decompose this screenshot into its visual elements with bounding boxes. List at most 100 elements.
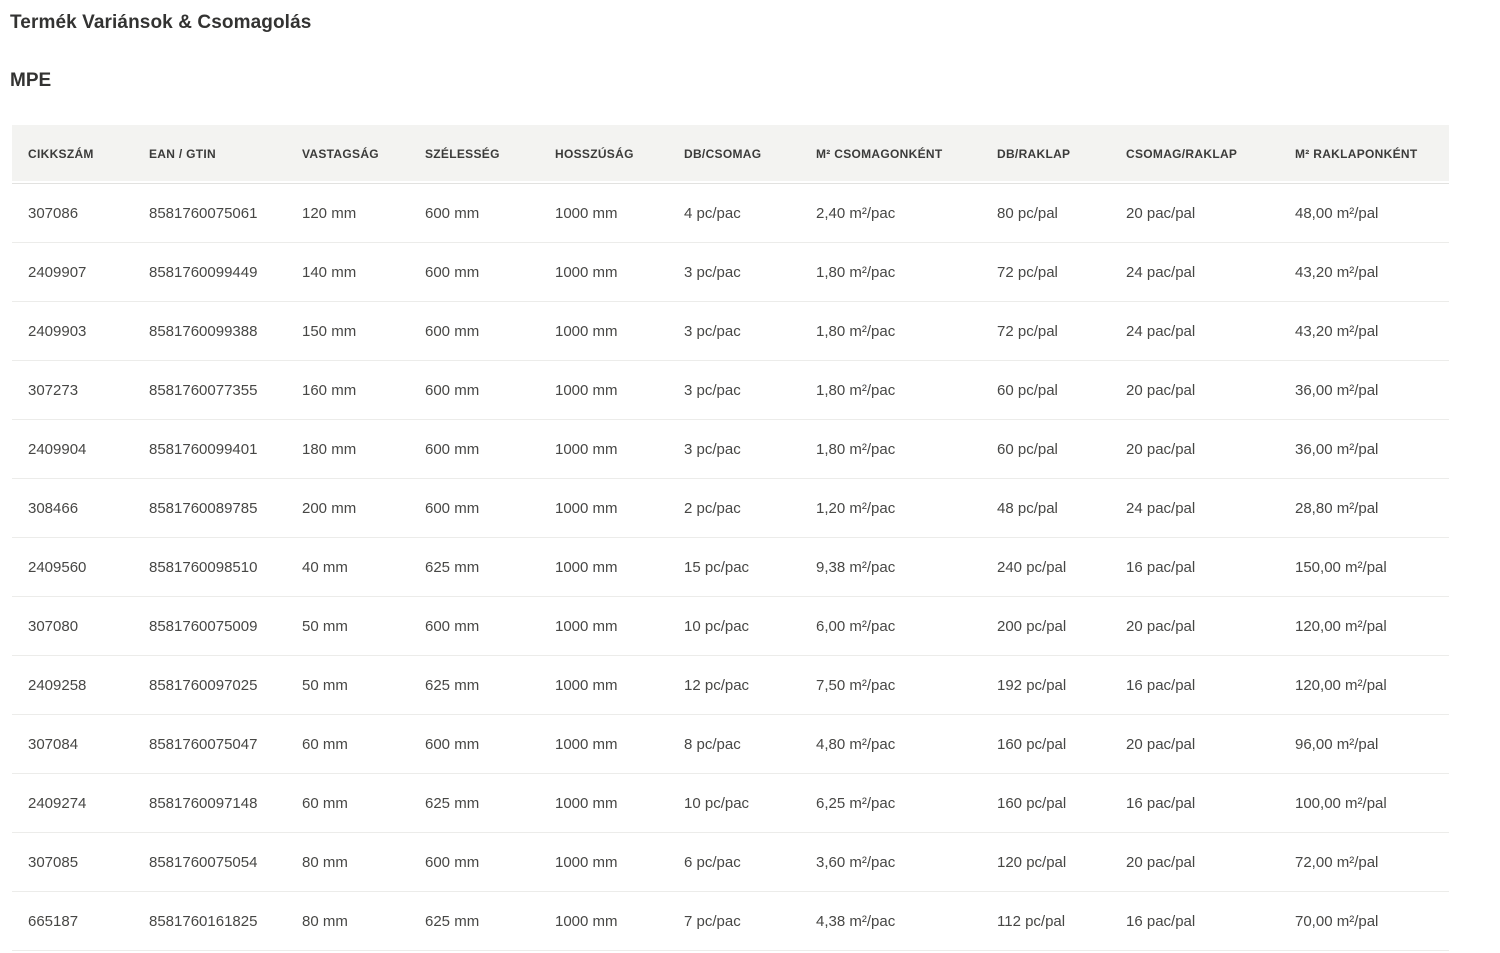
cell-db-csomag: 3 pc/pac (684, 381, 741, 399)
table-row: 307085 8581760075054 80 mm 600 mm 1000 mm 6 p… (12, 832, 1449, 892)
cell-csomag-raklap: 20 pac/pal (1126, 853, 1196, 871)
cell-ean-gtin: 8581760089785 (149, 499, 258, 517)
cell-m2-raklaponkent: 150,00 m²/pal (1295, 558, 1387, 576)
cell-db-csomag: 12 pc/pac (684, 676, 750, 694)
cell-m2-raklaponkent: 28,80 m²/pal (1295, 499, 1379, 517)
cell-ean-gtin: 8581760097025 (149, 676, 258, 694)
cell-db-csomag: 8 pc/pac (684, 735, 741, 753)
cell-szelesseg: 600 mm (425, 263, 480, 281)
cell-db-raklap: 48 pc/pal (997, 499, 1058, 517)
cell-db-raklap: 60 pc/pal (997, 440, 1058, 458)
table-row: 308466 8581760089785 200 mm 600 mm 1000 mm 2 … (12, 478, 1449, 538)
cell-db-raklap: 112 pc/pal (997, 912, 1066, 930)
table-row: 2409274 8581760097148 60 mm 625 mm 1000 mm 10… (12, 773, 1449, 833)
cell-cikkszam: 307084 (28, 735, 79, 753)
cell-szelesseg: 600 mm (425, 204, 480, 222)
cell-vastagsag: 180 mm (302, 440, 357, 458)
cell-cikkszam: 307086 (28, 204, 79, 222)
cell-db-raklap: 160 pc/pal (997, 794, 1067, 812)
cell-ean-gtin: 8581760161825 (149, 912, 258, 930)
cell-db-raklap: 240 pc/pal (997, 558, 1067, 576)
cell-szelesseg: 625 mm (425, 676, 480, 694)
col-header-ean-gtin: EAN / GTIN (133, 125, 286, 184)
cell-db-csomag: 3 pc/pac (684, 440, 741, 458)
cell-m2-csomagonkent: 1,20 m²/pac (816, 499, 896, 517)
cell-db-csomag: 2 pc/pac (684, 499, 741, 517)
table-row: 307273 8581760077355 160 mm 600 mm 1000 mm 3 … (12, 360, 1449, 420)
cell-csomag-raklap: 16 pac/pal (1126, 912, 1196, 930)
cell-vastagsag: 80 mm (302, 912, 348, 930)
cell-db-raklap: 80 pc/pal (997, 204, 1058, 222)
cell-csomag-raklap: 16 pac/pal (1126, 676, 1196, 694)
col-header-cikkszam: CIKKSZÁM (12, 125, 133, 184)
cell-db-raklap: 72 pc/pal (997, 263, 1058, 281)
cell-m2-csomagonkent: 1,80 m²/pac (816, 322, 896, 340)
cell-csomag-raklap: 24 pac/pal (1126, 263, 1196, 281)
cell-csomag-raklap: 20 pac/pal (1126, 617, 1196, 635)
cell-m2-raklaponkent: 72,00 m²/pal (1295, 853, 1379, 871)
cell-vastagsag: 60 mm (302, 794, 348, 812)
cell-szelesseg: 600 mm (425, 617, 480, 635)
cell-ean-gtin: 8581760097148 (149, 794, 258, 812)
table-row: 2409904 8581760099401 180 mm 600 mm 1000 mm 3… (12, 419, 1449, 479)
cell-hosszusag: 1000 mm (555, 499, 618, 517)
cell-db-csomag: 15 pc/pac (684, 558, 750, 576)
cell-hosszusag: 1000 mm (555, 735, 618, 753)
cell-ean-gtin: 8581760075009 (149, 617, 258, 635)
table-body: 307086 8581760075061 120 mm 600 mm 1000 mm 4 … (12, 183, 1449, 951)
cell-m2-raklaponkent: 36,00 m²/pal (1295, 381, 1379, 399)
cell-db-raklap: 160 pc/pal (997, 735, 1067, 753)
cell-hosszusag: 1000 mm (555, 440, 618, 458)
cell-hosszusag: 1000 mm (555, 558, 618, 576)
cell-ean-gtin: 8581760099388 (149, 322, 258, 340)
cell-csomag-raklap: 20 pac/pal (1126, 440, 1196, 458)
cell-szelesseg: 625 mm (425, 912, 480, 930)
variants-table: CIKKSZÁM EAN / GTIN VASTAGSÁG SZÉLESSÉG … (12, 125, 1449, 951)
col-header-hosszusag: HOSSZÚSÁG (539, 125, 668, 184)
cell-szelesseg: 600 mm (425, 853, 480, 871)
table-row: 307080 8581760075009 50 mm 600 mm 1000 mm 10 … (12, 596, 1449, 656)
cell-m2-raklaponkent: 36,00 m²/pal (1295, 440, 1379, 458)
cell-szelesseg: 600 mm (425, 735, 480, 753)
section-title-mpe: MPE (10, 70, 52, 91)
table-row: 2409903 8581760099388 150 mm 600 mm 1000 mm 3… (12, 301, 1449, 361)
cell-csomag-raklap: 16 pac/pal (1126, 794, 1196, 812)
cell-cikkszam: 2409907 (28, 263, 87, 281)
cell-szelesseg: 600 mm (425, 499, 480, 517)
table-row: 307086 8581760075061 120 mm 600 mm 1000 mm 4 … (12, 183, 1449, 243)
cell-db-raklap: 72 pc/pal (997, 322, 1058, 340)
cell-hosszusag: 1000 mm (555, 322, 618, 340)
cell-cikkszam: 308466 (28, 499, 79, 517)
cell-m2-raklaponkent: 48,00 m²/pal (1295, 204, 1379, 222)
table-row: 665187 8581760161825 80 mm 625 mm 1000 mm 7 p… (12, 891, 1449, 951)
cell-m2-csomagonkent: 1,80 m²/pac (816, 381, 896, 399)
cell-vastagsag: 150 mm (302, 322, 357, 340)
cell-m2-csomagonkent: 1,80 m²/pac (816, 440, 896, 458)
cell-db-csomag: 3 pc/pac (684, 322, 741, 340)
cell-m2-csomagonkent: 3,60 m²/pac (816, 853, 896, 871)
cell-m2-csomagonkent: 2,40 m²/pac (816, 204, 896, 222)
table-row: 307084 8581760075047 60 mm 600 mm 1000 mm 8 p… (12, 714, 1449, 774)
cell-cikkszam: 665187 (28, 912, 79, 930)
cell-ean-gtin: 8581760075054 (149, 853, 258, 871)
cell-cikkszam: 2409274 (28, 794, 87, 812)
cell-db-raklap: 120 pc/pal (997, 853, 1067, 871)
cell-m2-csomagonkent: 6,00 m²/pac (816, 617, 896, 635)
cell-szelesseg: 600 mm (425, 322, 480, 340)
table-header-row: CIKKSZÁM EAN / GTIN VASTAGSÁG SZÉLESSÉG … (12, 125, 1449, 184)
cell-szelesseg: 625 mm (425, 558, 480, 576)
cell-vastagsag: 120 mm (302, 204, 357, 222)
cell-vastagsag: 60 mm (302, 735, 348, 753)
cell-ean-gtin: 8581760099401 (149, 440, 258, 458)
cell-m2-raklaponkent: 96,00 m²/pal (1295, 735, 1379, 753)
cell-szelesseg: 600 mm (425, 440, 480, 458)
cell-cikkszam: 307085 (28, 853, 79, 871)
cell-m2-csomagonkent: 7,50 m²/pac (816, 676, 896, 694)
cell-m2-raklaponkent: 43,20 m²/pal (1295, 263, 1379, 281)
page-title: Termék Variánsok & Csomagolás (10, 12, 312, 33)
col-header-db-csomag: DB/CSOMAG (668, 125, 800, 184)
cell-ean-gtin: 8581760075047 (149, 735, 258, 753)
cell-db-raklap: 200 pc/pal (997, 617, 1067, 635)
cell-db-csomag: 4 pc/pac (684, 204, 741, 222)
col-header-vastagsag: VASTAGSÁG (286, 125, 409, 184)
